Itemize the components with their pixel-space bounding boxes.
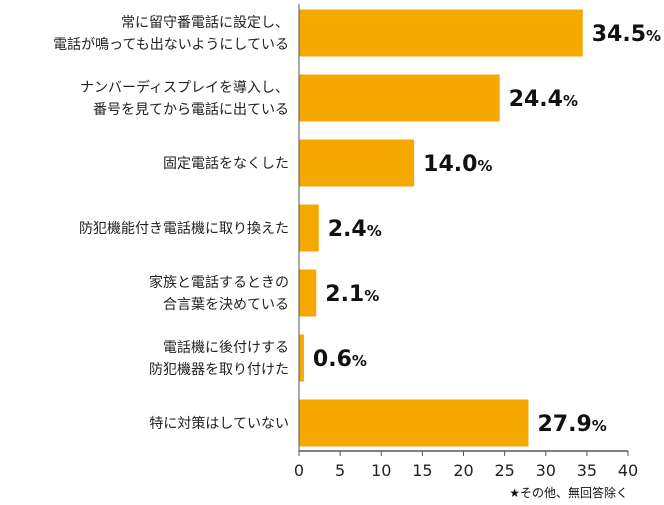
value-label-6: 27.9%: [537, 412, 606, 437]
category-labels-layer: 常に留守番電話に設定し、電話が鳴っても出ないようにしているナンバーディスプレイを…: [53, 14, 289, 432]
value-labels-layer: 34.5%24.4%14.0%2.4%2.1%0.6%27.9%: [313, 22, 661, 437]
value-label-4: 2.1%: [325, 282, 379, 307]
value-number-6: 27.9: [537, 412, 591, 437]
category-label-4-line-1: 合言葉を決めている: [163, 297, 289, 313]
value-unit-4: %: [364, 287, 379, 305]
value-unit-3: %: [367, 222, 382, 240]
value-label-5: 0.6%: [313, 347, 367, 372]
category-label-0-line-0: 常に留守番電話に設定し、: [121, 14, 289, 31]
value-number-4: 2.1: [325, 282, 364, 307]
x-tick-label-7: 35: [577, 461, 597, 480]
bar-0: [299, 9, 583, 57]
x-tick-label-8: 40: [618, 461, 638, 480]
bar-4: [299, 269, 317, 317]
value-label-2: 14.0%: [423, 152, 492, 177]
value-label-0: 34.5%: [592, 22, 661, 47]
category-label-1-line-1: 番号を見てから電話に出ている: [93, 101, 289, 118]
x-tick-label-6: 30: [536, 461, 556, 480]
x-tick-label-4: 20: [453, 461, 473, 480]
value-number-0: 34.5: [592, 22, 646, 47]
x-tick-label-3: 15: [412, 461, 432, 480]
category-label-5-line-1: 防犯機器を取り付けた: [149, 362, 289, 378]
x-tick-label-2: 10: [371, 461, 391, 480]
value-label-3: 2.4%: [328, 217, 382, 242]
bar-1: [299, 74, 500, 122]
x-tick-label-5: 25: [494, 461, 514, 480]
category-label-3-line-0: 防犯機能付き電話機に取り換えた: [79, 220, 289, 237]
value-unit-2: %: [477, 157, 492, 175]
x-axis: 0 5 10 15 20 25 30 35 40: [294, 4, 638, 480]
bar-2: [299, 139, 415, 187]
category-label-0-line-1: 電話が鳴っても出ないようにしている: [53, 36, 289, 53]
value-label-1: 24.4%: [509, 87, 578, 112]
value-unit-6: %: [592, 417, 607, 435]
value-number-2: 14.0: [423, 152, 477, 177]
category-label-2-line-0: 固定電話をなくした: [163, 155, 289, 172]
x-tick-label-1: 5: [335, 461, 345, 480]
value-unit-5: %: [352, 352, 367, 370]
value-number-1: 24.4: [509, 87, 563, 112]
bar-6: [299, 399, 529, 447]
value-number-5: 0.6: [313, 347, 352, 372]
value-unit-1: %: [563, 92, 578, 110]
footnote: ★その他、無回答除く: [509, 485, 628, 500]
bar-3: [299, 204, 319, 252]
category-label-6-line-0: 特に対策はしていない: [149, 415, 289, 432]
bars-layer: [299, 9, 583, 447]
value-number-3: 2.4: [328, 217, 367, 242]
category-label-5-line-0: 電話機に後付けする: [163, 339, 289, 356]
category-label-4-line-0: 家族と電話するときの: [149, 274, 289, 291]
value-unit-0: %: [646, 27, 661, 45]
bar-5: [299, 334, 304, 382]
x-tick-label-0: 0: [294, 461, 304, 480]
category-label-1-line-0: ナンバーディスプレイを導入し、: [80, 79, 289, 96]
